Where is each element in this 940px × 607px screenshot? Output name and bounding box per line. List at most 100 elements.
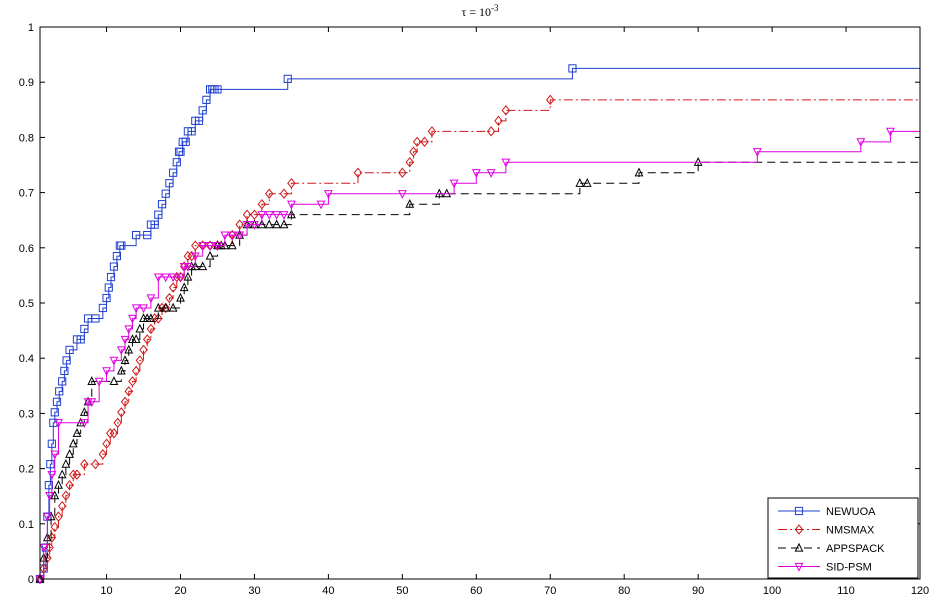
legend-item: SID-PSM [778, 562, 872, 574]
data-point [120, 355, 130, 365]
data-point [91, 314, 100, 323]
data-point [94, 377, 104, 387]
data-point [113, 417, 122, 428]
data-point [72, 428, 82, 437]
data-point [412, 136, 422, 148]
data-point [205, 241, 215, 251]
data-point [50, 521, 60, 533]
data-point [131, 365, 141, 377]
data-point [405, 198, 415, 208]
data-point [143, 231, 152, 240]
legend-marker [794, 542, 804, 552]
data-point [161, 189, 170, 198]
data-point [65, 449, 74, 458]
data-point [47, 532, 57, 543]
data-point [250, 221, 259, 230]
x-tick-label: 10 [100, 585, 112, 597]
data-point [55, 387, 64, 396]
data-point [109, 376, 119, 385]
data-point [693, 157, 703, 166]
data-point [205, 250, 215, 260]
data-point [279, 211, 289, 220]
data-point [146, 323, 156, 335]
data-point [190, 261, 200, 271]
data-point [165, 292, 174, 304]
y-tick-label: 0.8 [19, 132, 34, 144]
data-point [154, 313, 163, 324]
data-point [142, 334, 152, 345]
data-point [124, 325, 134, 335]
x-tick-label: 110 [837, 585, 855, 597]
data-point [168, 302, 178, 312]
data-point [257, 211, 267, 220]
y-tick-label: 0.9 [19, 77, 34, 89]
data-point [250, 209, 259, 220]
data-point [135, 355, 145, 366]
data-point [486, 126, 496, 137]
data-point [257, 219, 267, 229]
data-point [139, 304, 148, 314]
data-point [546, 94, 555, 106]
data-point [124, 344, 134, 354]
data-point [106, 272, 116, 282]
data-point [161, 302, 171, 312]
data-point [172, 158, 181, 167]
data-point [109, 356, 119, 366]
data-point [104, 283, 113, 292]
data-point [449, 179, 459, 189]
data-point [157, 200, 167, 209]
data-point [46, 460, 55, 469]
legend-item: NMSMAX [778, 524, 875, 537]
data-point [272, 219, 282, 229]
chart-title-base: τ = 10 [461, 5, 491, 19]
data-point [39, 543, 49, 553]
data-point [486, 169, 496, 178]
data-point [409, 146, 418, 157]
data-point [132, 231, 141, 240]
data-point [494, 115, 503, 127]
legend-marker [794, 562, 804, 572]
data-point [50, 408, 59, 417]
data-point [139, 344, 148, 356]
data-point [242, 209, 252, 220]
data-point [61, 458, 71, 468]
data-point [79, 407, 89, 416]
data-point [179, 282, 189, 292]
data-point [45, 492, 55, 501]
y-tick-label: 0.6 [19, 243, 34, 255]
y-tick-label: 1 [28, 22, 34, 34]
data-point [154, 210, 163, 219]
data-point [106, 428, 115, 439]
legend-marker [794, 506, 804, 516]
x-tick-label: 70 [544, 585, 556, 597]
data-point [242, 221, 252, 230]
data-point [264, 188, 274, 199]
data-point [198, 106, 207, 115]
data-point [471, 169, 481, 178]
data-point [634, 167, 644, 177]
data-point [501, 158, 511, 168]
data-point [202, 95, 211, 104]
data-point [102, 438, 111, 449]
data-point [54, 511, 63, 522]
data-point [150, 220, 159, 229]
data-point [176, 147, 185, 156]
data-point [68, 438, 78, 448]
data-point [752, 148, 762, 157]
y-tick-label: 0.5 [19, 298, 34, 310]
data-point [501, 105, 511, 116]
legend: NEWUOA NMSMAX APPSPACK SID-PSM [767, 497, 919, 579]
data-point [128, 314, 137, 324]
data-point [427, 126, 437, 137]
data-point [213, 241, 222, 251]
data-point [213, 85, 222, 94]
data-point [316, 200, 326, 210]
data-point [886, 127, 895, 137]
data-point [109, 428, 119, 439]
data-point [191, 240, 200, 251]
data-point [190, 252, 200, 262]
data-point [79, 419, 89, 429]
data-point [198, 261, 208, 271]
x-tick-label: 30 [248, 585, 260, 597]
